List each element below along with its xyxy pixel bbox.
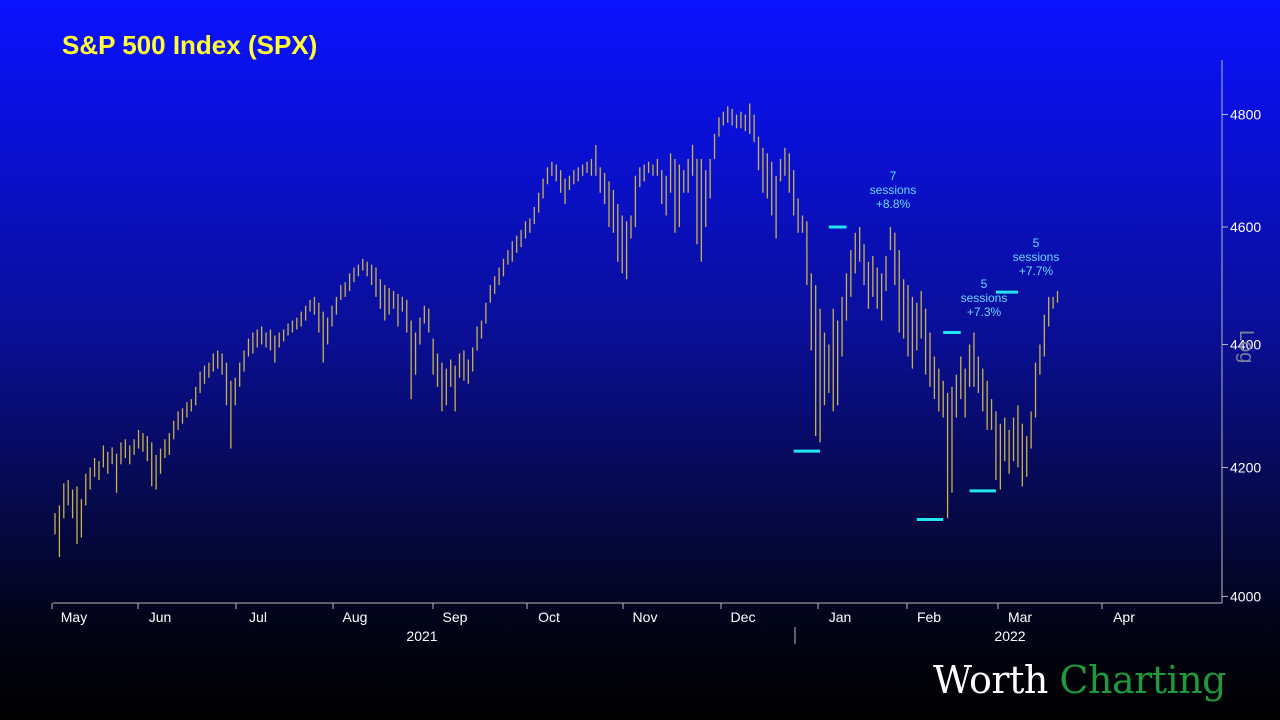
annotation-label: sessions — [1013, 250, 1060, 264]
annotation-label: 5 — [981, 277, 988, 291]
x-tick-label: Nov — [633, 609, 658, 625]
y-tick-label: 4600 — [1230, 219, 1261, 235]
x-tick-label: Mar — [1008, 609, 1032, 625]
x-tick-label: Oct — [538, 609, 560, 625]
annotation-label: +7.3% — [967, 305, 1002, 319]
logo-word-charting: Charting — [1059, 658, 1226, 702]
x-tick-label: Sep — [443, 609, 468, 625]
y-tick-label: 4200 — [1230, 459, 1261, 475]
y-tick-label: 4400 — [1230, 336, 1261, 352]
annotation-label: +8.8% — [876, 197, 911, 211]
x-tick-label: Jan — [829, 609, 852, 625]
y-axis-label: Log — [1235, 330, 1257, 363]
y-tick-label: 4000 — [1230, 588, 1261, 604]
year-label: 2022 — [994, 628, 1025, 644]
annotation-label: 7 — [890, 169, 897, 183]
logo-word-worth: Worth — [933, 658, 1048, 702]
annotation-label: sessions — [870, 183, 917, 197]
x-tick-label: Jul — [249, 609, 267, 625]
annotation-label: 5 — [1033, 236, 1040, 250]
annotation-label: sessions — [961, 291, 1008, 305]
x-tick-label: Apr — [1113, 609, 1135, 625]
x-tick-label: May — [61, 609, 87, 625]
x-tick-label: Jun — [149, 609, 172, 625]
x-tick-label: Dec — [731, 609, 756, 625]
y-tick-label: 4800 — [1230, 106, 1261, 122]
annotation-label: +7.7% — [1019, 264, 1054, 278]
chart-title: S&P 500 Index (SPX) — [62, 30, 318, 60]
worth-charting-logo: Worth Charting — [933, 658, 1226, 702]
x-tick-label: Feb — [917, 609, 941, 625]
x-tick-label: Aug — [343, 609, 368, 625]
year-label: 2021 — [406, 628, 437, 644]
